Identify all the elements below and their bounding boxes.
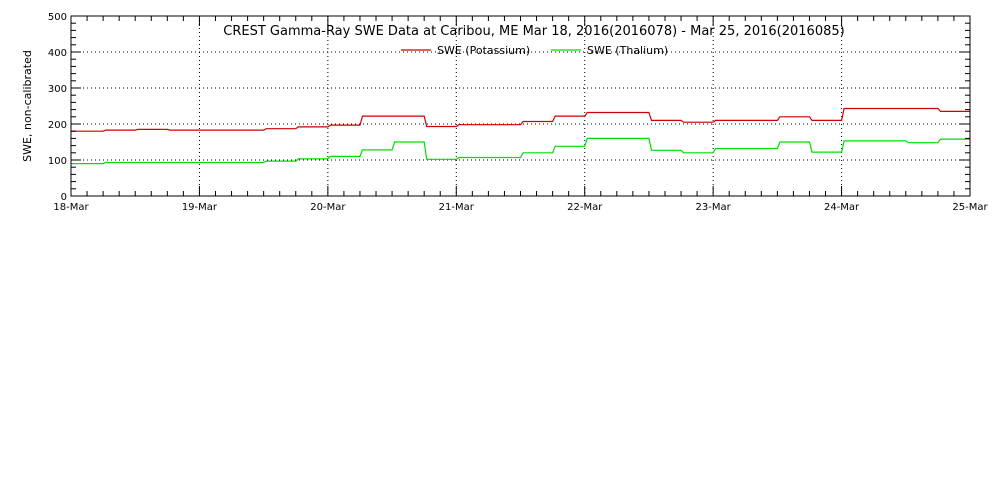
x-tick-label: 19-Mar <box>182 202 218 213</box>
x-tick-label: 20-Mar <box>310 202 346 213</box>
x-tick-label: 21-Mar <box>439 202 475 213</box>
x-tick-label: 23-Mar <box>696 202 732 213</box>
y-tick-label: 100 <box>48 156 67 167</box>
y-tick-label: 500 <box>48 12 67 23</box>
y-tick-label: 0 <box>61 192 67 203</box>
y-tick-label: 400 <box>48 48 67 59</box>
x-tick-label: 25-Mar <box>952 202 988 213</box>
y-axis-label: SWE, non-calibrated <box>21 50 34 162</box>
legend-label: SWE (Thalium) <box>587 44 668 57</box>
legend: SWE (Potassium) SWE (Thalium) <box>401 44 668 57</box>
y-tick-labels: 0 100 200 300 400 500 <box>48 12 67 203</box>
axis-ticks <box>70 15 971 197</box>
series-layer <box>71 107 970 165</box>
series-line-thalium <box>71 137 970 165</box>
legend-label: SWE (Potassium) <box>437 44 530 57</box>
x-tick-labels: 18-Mar 19-Mar 20-Mar 21-Mar 22-Mar 23-Mar 24-M… <box>53 202 988 213</box>
y-tick-label: 200 <box>48 120 67 131</box>
y-tick-label: 300 <box>48 84 67 95</box>
x-tick-label: 22-Mar <box>567 202 603 213</box>
series-line-potassium <box>71 107 970 132</box>
chart-title: CREST Gamma-Ray SWE Data at Caribou, ME … <box>223 24 844 39</box>
x-tick-label: 18-Mar <box>53 202 89 213</box>
x-tick-label: 24-Mar <box>824 202 860 213</box>
